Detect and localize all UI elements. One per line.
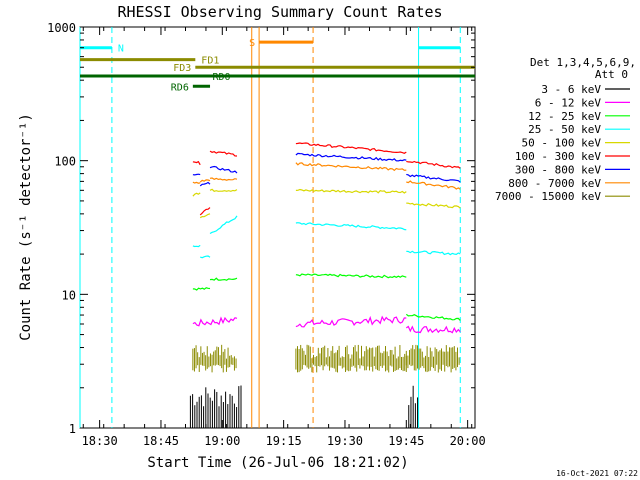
legend-label: 6 - 12 keV — [535, 96, 602, 109]
series-line — [406, 202, 461, 209]
series-line — [209, 188, 238, 192]
mode-marker-label: FD1 — [201, 56, 219, 67]
legend-label: 300 - 800 keV — [515, 163, 601, 176]
x-axis: 18:30 18:45 19:00 19:15 19:30 19:45 20:00 — [82, 27, 486, 448]
series-line — [209, 277, 238, 281]
y-tick-label: 1000 — [47, 21, 76, 35]
x-tick-label: 18:30 — [82, 434, 118, 448]
mode-marker-label: N — [118, 44, 124, 55]
x-tick-label: 19:45 — [388, 434, 424, 448]
series-line — [209, 150, 238, 157]
x-tick-label: 19:30 — [327, 434, 363, 448]
series-line — [200, 255, 211, 259]
series-line — [295, 162, 407, 172]
x-tick-label: 18:45 — [143, 434, 179, 448]
series-line — [406, 250, 461, 256]
legend-subtitle: Att 0 — [595, 68, 628, 81]
series-line — [406, 180, 461, 190]
legend-label: 100 - 300 keV — [515, 150, 601, 163]
plot-area: N S FD1 FD3 RD0 RD6 — [79, 27, 475, 428]
legend-label: 7000 - 15000 keV — [495, 190, 601, 203]
series-line — [199, 181, 211, 187]
y-tick-label: 10 — [62, 288, 76, 302]
series-line — [406, 173, 461, 183]
series-line — [405, 325, 461, 334]
series-line — [192, 181, 201, 184]
series-line — [295, 222, 407, 231]
series-line — [192, 173, 201, 176]
series-line — [209, 165, 238, 174]
mode-marker-label: FD3 — [173, 63, 191, 74]
series-line — [199, 213, 211, 219]
x-tick-label: 19:00 — [204, 434, 240, 448]
chart-title: RHESSI Observing Summary Count Rates — [117, 3, 442, 21]
y-tick-label: 1 — [69, 422, 76, 436]
series-line — [192, 244, 201, 248]
mode-marker-label: RD6 — [171, 82, 189, 93]
y-axis-label: Count Rate (s⁻¹ detector⁻¹) — [18, 113, 34, 341]
y-axis: 1 10 100 1000 — [47, 21, 475, 436]
series-line — [405, 313, 461, 321]
series-line — [209, 177, 238, 181]
legend-label: 3 - 6 keV — [541, 83, 601, 96]
y-tick-label: 100 — [54, 155, 76, 169]
series-line — [192, 316, 238, 327]
x-axis-label: Start Time (26-Jul-06 18:21:02) — [147, 455, 408, 471]
series-line — [295, 152, 407, 162]
x-tick-label: 19:15 — [266, 434, 302, 448]
series-line — [295, 188, 407, 194]
series-line — [406, 160, 461, 169]
x-tick-label: 20:00 — [450, 434, 486, 448]
legend-label: 25 - 50 keV — [528, 123, 601, 136]
series-line — [295, 142, 407, 154]
series-line — [295, 273, 407, 279]
series-line — [192, 287, 211, 291]
series-line — [199, 179, 211, 183]
mode-marker-label: RD0 — [212, 72, 230, 83]
series-line — [192, 192, 201, 197]
series-line — [192, 160, 201, 166]
legend-label: 50 - 100 keV — [522, 137, 602, 150]
legend-label: 800 - 7000 keV — [508, 177, 601, 190]
legend-title: Det 1,3,4,5,6,9, — [530, 56, 636, 69]
timestamp: 16-Oct-2021 07:22 — [556, 469, 638, 478]
mode-marker-label: S — [249, 38, 255, 49]
series-line — [295, 315, 407, 328]
series-line — [199, 207, 211, 216]
legend-label: 12 - 25 keV — [528, 110, 601, 123]
series-line — [209, 215, 238, 235]
